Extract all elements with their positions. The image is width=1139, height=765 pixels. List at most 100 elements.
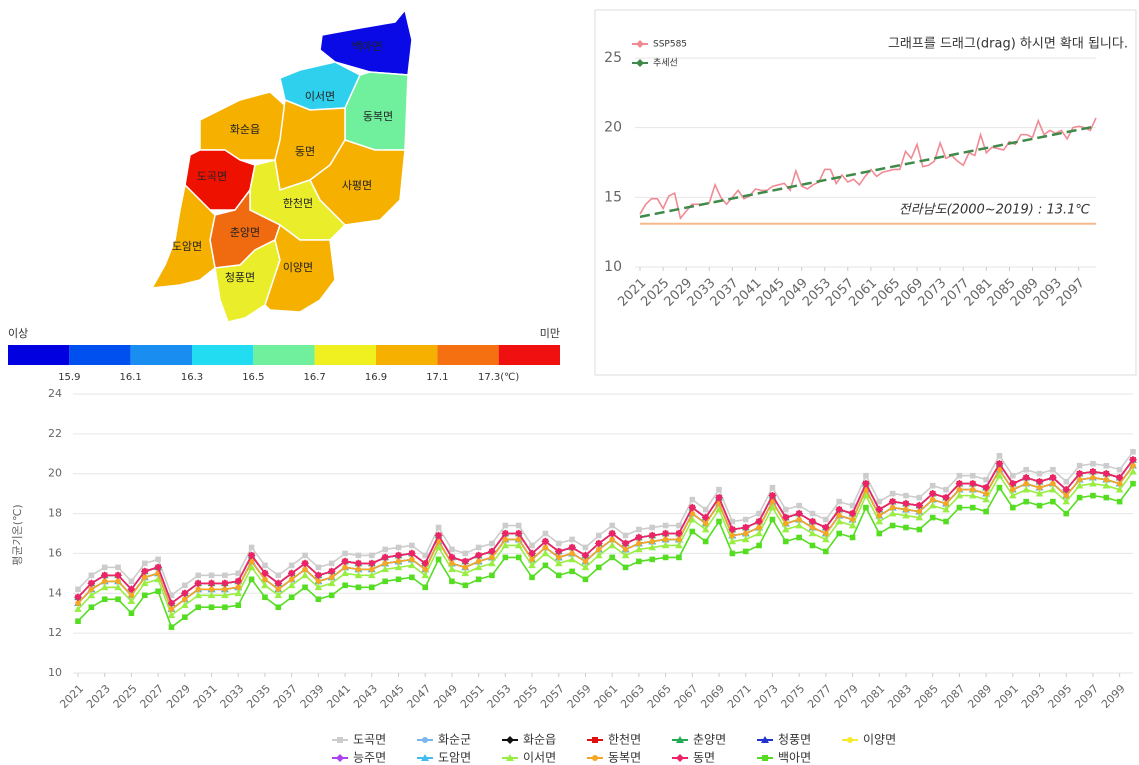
x-tick-label: 2057 (538, 682, 567, 711)
data-point (715, 505, 723, 513)
data-point (648, 531, 657, 540)
legend-high-label: 미만 (540, 327, 560, 340)
data-point (474, 551, 483, 560)
data-point (1103, 494, 1110, 501)
data-point (88, 604, 95, 611)
x-tick-label: 2085 (912, 682, 941, 711)
legend-tick-label: 15.9 (58, 372, 80, 383)
data-point (728, 537, 737, 545)
data-point (822, 523, 830, 532)
data-point (782, 520, 789, 527)
data-point (622, 564, 629, 571)
data-point (434, 531, 443, 540)
data-point (848, 521, 857, 529)
data-point (409, 542, 415, 549)
data-point (983, 476, 989, 483)
data-point (288, 562, 295, 569)
data-point (596, 532, 602, 539)
data-point (1089, 467, 1097, 476)
data-point (1130, 462, 1136, 469)
data-point (207, 579, 216, 588)
data-point (729, 532, 736, 539)
data-point (701, 525, 710, 533)
y-tick-label: 16 (48, 546, 62, 559)
data-point (88, 586, 95, 593)
data-point (1023, 480, 1029, 487)
data-point (555, 540, 562, 547)
data-point (702, 506, 709, 513)
data-point (969, 472, 976, 479)
x-tick-label: 2081 (859, 682, 888, 711)
data-point (475, 576, 482, 583)
data-point (756, 510, 762, 517)
data-point (315, 564, 322, 571)
data-point (368, 552, 375, 559)
data-point (261, 569, 269, 578)
data-point (822, 535, 830, 543)
data-point (168, 624, 175, 630)
legend-label: 화순군 (438, 733, 471, 747)
legend-swatch (192, 345, 254, 365)
data-point (448, 565, 456, 573)
data-point (555, 572, 562, 579)
data-point (809, 542, 816, 549)
legend-swatch (498, 345, 560, 365)
data-point (835, 517, 844, 525)
data-point (382, 560, 388, 567)
data-point (235, 584, 242, 591)
legend-marker (421, 754, 429, 761)
data-point (328, 560, 335, 567)
data-point (1129, 467, 1137, 475)
data-point (875, 517, 884, 525)
data-point (488, 559, 496, 567)
data-point (569, 568, 575, 575)
x-tick-label: 2099 (1099, 682, 1128, 711)
data-point (716, 486, 722, 493)
data-point (514, 541, 523, 549)
data-point (1116, 480, 1123, 487)
data-point (689, 496, 696, 503)
data-point (288, 576, 295, 583)
y-tick-label: 15 (604, 189, 622, 205)
x-tick-label: 2097 (1072, 682, 1101, 711)
data-point (354, 559, 363, 568)
data-point (569, 536, 575, 543)
data-point (942, 493, 950, 502)
data-point (489, 572, 495, 579)
y-tick-label: 10 (604, 259, 622, 275)
data-point (862, 479, 870, 488)
data-point (635, 533, 643, 542)
legend-marker (636, 40, 644, 48)
map-region[interactable] (319, 8, 413, 76)
data-point (876, 498, 883, 505)
y-tick-label: 12 (48, 626, 62, 639)
map-region[interactable] (264, 223, 336, 313)
data-point (515, 522, 522, 529)
data-point (888, 509, 897, 517)
data-point (848, 509, 857, 518)
legend-marker (506, 736, 514, 744)
data-point (394, 563, 403, 571)
data-point (422, 552, 429, 559)
data-point (903, 492, 909, 499)
data-point (889, 504, 896, 511)
x-tick-label: 2045 (378, 682, 407, 711)
data-point (596, 546, 602, 553)
data-point (649, 556, 656, 563)
data-point (327, 567, 336, 576)
x-tick-label: 2025 (111, 682, 140, 711)
legend-tick-label: 16.9 (365, 372, 387, 383)
data-point (862, 491, 870, 499)
data-point (541, 537, 550, 546)
data-point (1090, 460, 1096, 467)
data-point (729, 518, 736, 525)
data-point (1075, 469, 1084, 478)
legend-swatch (8, 345, 70, 365)
data-point (115, 596, 121, 603)
data-point (435, 524, 442, 531)
map-region[interactable] (150, 183, 216, 289)
data-point (675, 529, 683, 538)
data-point (181, 589, 189, 598)
data-point (502, 536, 509, 543)
